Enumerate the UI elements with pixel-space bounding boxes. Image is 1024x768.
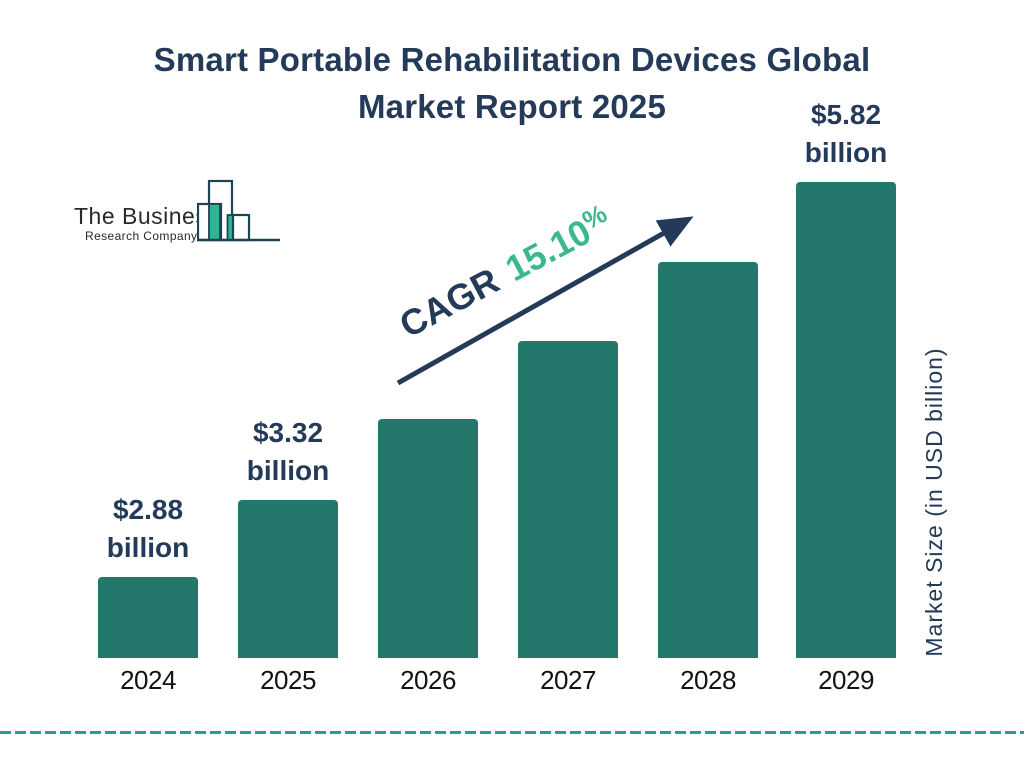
bar-value-unit: billion	[804, 137, 888, 168]
bar-value-label-2025: $3.32 billion	[218, 414, 358, 500]
bar-2028	[658, 262, 758, 658]
page-title-line2: Market Report 2025	[357, 88, 667, 125]
bar-value-amount: $2.88	[112, 494, 184, 525]
bar-value-label-2029: $5.82 billion	[776, 96, 916, 182]
bar-value-unit: billion	[246, 455, 330, 486]
bar-chart-logo-icon	[197, 179, 280, 242]
cagr-label: CAGR	[392, 259, 506, 346]
bar-group-2026: 2026	[358, 419, 498, 695]
bar-value-unit: billion	[106, 532, 190, 563]
cagr-value: 15.10	[498, 210, 598, 290]
axis-label-2024: 2024	[120, 665, 176, 695]
bar-group-2025: $3.32 billion 2025	[218, 417, 358, 695]
bar-2026	[378, 419, 478, 658]
bar-value-amount: $3.32	[252, 417, 324, 448]
logo-company-name: The Business	[74, 203, 220, 229]
axis-label-2027: 2027	[540, 665, 596, 695]
page-title: Smart Portable Rehabilitation Devices Gl…	[0, 36, 1024, 130]
bar-value-amount: $5.82	[810, 99, 882, 130]
axis-label-2025: 2025	[260, 665, 316, 695]
bar-group-2027: 2027	[498, 341, 638, 695]
dashed-divider-line	[0, 731, 1024, 734]
logo-company-subtitle: Research Company	[85, 229, 198, 243]
y-axis-label: Market Size (in USD billion)	[921, 347, 947, 657]
company-logo: The Business Research Company	[72, 178, 285, 248]
axis-label-2028: 2028	[680, 665, 736, 695]
page-title-line1: Smart Portable Rehabilitation Devices Gl…	[153, 41, 871, 78]
bar-value-label-2024: $2.88 billion	[78, 491, 218, 577]
axis-label-2029: 2029	[818, 665, 874, 695]
axis-label-2026: 2026	[400, 665, 456, 695]
bar-group-2028: 2028	[638, 262, 778, 695]
bar-2029	[796, 182, 896, 658]
bar-2025	[238, 500, 338, 658]
bar-group-2029: $5.82 billion 2029	[776, 99, 916, 695]
bar-2024	[98, 577, 198, 658]
bar-group-2024: $2.88 billion 2024	[78, 494, 218, 695]
bar-2027	[518, 341, 618, 658]
